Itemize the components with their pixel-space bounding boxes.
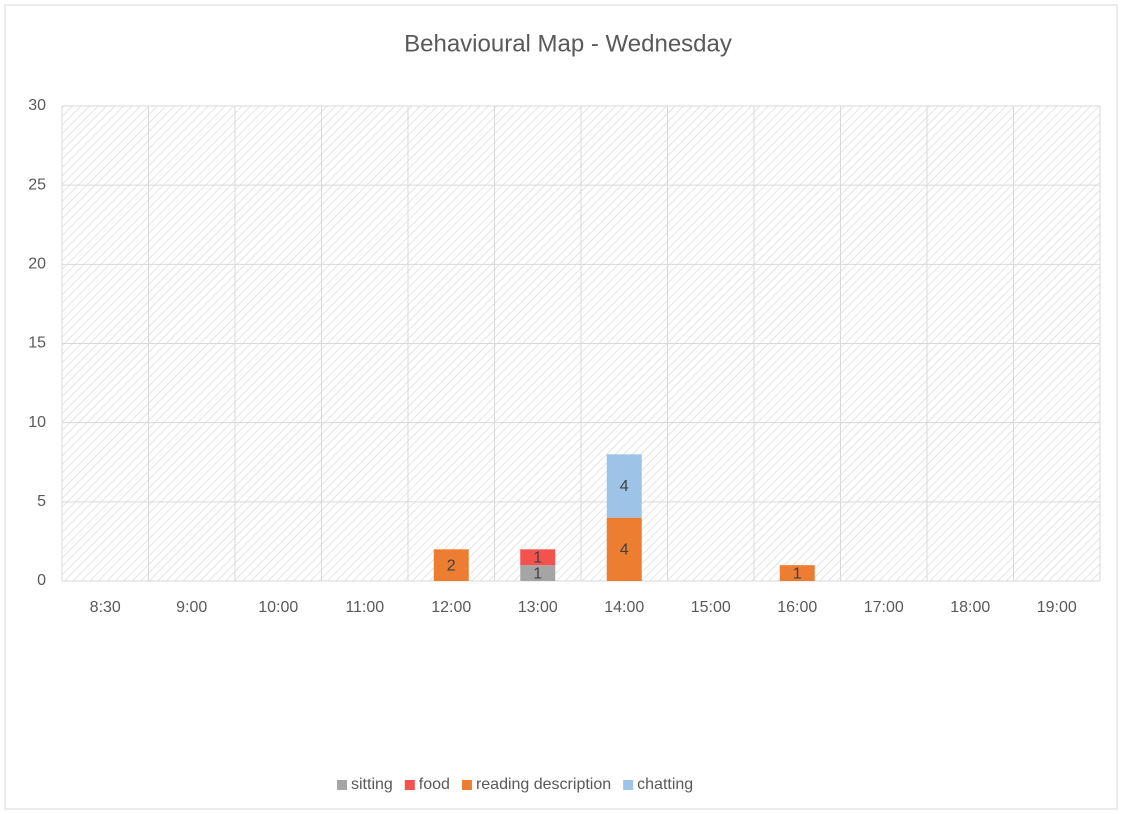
data-label: 4 xyxy=(620,542,629,559)
legend-swatch xyxy=(623,780,634,790)
legend-swatch xyxy=(337,780,347,790)
y-tick-label: 0 xyxy=(37,572,46,589)
data-label: 2 xyxy=(447,557,456,574)
y-tick-label: 10 xyxy=(28,414,46,431)
x-tick-label: 9:00 xyxy=(176,599,207,616)
bar-segment xyxy=(606,454,642,518)
y-tick-label: 25 xyxy=(28,176,46,193)
x-tick-label: 10:00 xyxy=(258,599,298,616)
x-tick-label: 8:30 xyxy=(90,599,121,616)
legend-label: food xyxy=(419,776,450,793)
x-tick-label: 18:00 xyxy=(950,599,990,616)
x-tick-label: 15:00 xyxy=(691,599,731,616)
bar-segment xyxy=(779,565,815,581)
x-tick-label: 17:00 xyxy=(864,599,904,616)
x-tick-label: 19:00 xyxy=(1037,599,1077,616)
data-label: 1 xyxy=(793,565,802,582)
x-tick-label: 11:00 xyxy=(345,599,384,616)
y-tick-label: 15 xyxy=(28,335,46,352)
chart-title: Behavioural Map - Wednesday xyxy=(404,30,732,57)
legend-swatch xyxy=(404,780,415,790)
y-tick-label: 30 xyxy=(28,97,46,114)
legend-label: sitting xyxy=(351,776,393,793)
bar-segment xyxy=(606,517,642,581)
x-tick-label: 13:00 xyxy=(518,599,558,616)
data-label: 1 xyxy=(533,549,542,566)
y-tick-label: 5 xyxy=(37,493,46,510)
data-label: 1 xyxy=(533,565,542,582)
legend-swatch xyxy=(461,780,472,790)
bar-segment xyxy=(520,565,556,581)
x-tick-label: 16:00 xyxy=(777,599,817,616)
data-label: 4 xyxy=(620,478,629,495)
legend-label: reading description xyxy=(476,776,611,793)
legend-label: chatting xyxy=(637,776,693,793)
y-tick-label: 20 xyxy=(28,256,46,273)
bar-segment xyxy=(520,549,556,566)
x-tick-label: 12:00 xyxy=(431,599,471,616)
x-tick-label: 14:00 xyxy=(604,599,644,616)
bar-segment xyxy=(433,549,469,581)
